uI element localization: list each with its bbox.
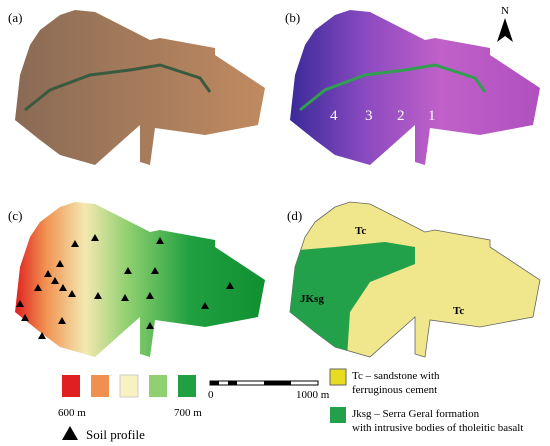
panel-b: (b) 4 3 2 1 N	[285, 5, 540, 165]
panel-c: (c)	[8, 202, 265, 357]
zone-label: 2	[397, 108, 405, 124]
drainage	[299, 63, 487, 112]
zone-label: 3	[365, 108, 373, 124]
unit-label: Tc	[355, 225, 366, 237]
panel-d: Tc JKsg Tc (d)	[287, 201, 541, 358]
zone-label: 1	[428, 108, 436, 124]
scale-bar-segment	[264, 381, 291, 385]
north-arrow	[497, 18, 513, 42]
drainage	[24, 63, 212, 112]
unit-label: Tc	[453, 305, 464, 317]
geology-legend: Tc – sandstone with ferruginous cement J…	[329, 368, 523, 434]
scale-bar-segment	[228, 381, 237, 385]
legend-swatch	[62, 375, 80, 397]
legend-swatch	[330, 407, 346, 423]
legend-swatch	[149, 375, 167, 397]
legend-max: 700 m	[174, 407, 202, 419]
north-label: N	[501, 5, 509, 17]
panel-a: (a)	[8, 10, 265, 165]
soil-profile-symbol	[62, 426, 78, 440]
legend-swatch	[91, 375, 109, 397]
panel-label: (c)	[8, 208, 22, 223]
legend-swatch	[329, 368, 347, 386]
legend-swatch	[119, 374, 139, 398]
panel-label: (d)	[287, 208, 302, 223]
elevation-legend: 600 m 700 m Soil profile	[58, 374, 202, 442]
elevation-map	[15, 202, 265, 357]
panel-label: (a)	[8, 10, 22, 25]
panel-label: (b)	[285, 10, 300, 25]
scale-start: 0	[208, 389, 214, 401]
unit-label: JKsg	[300, 293, 324, 305]
soil-profile-label: Soil profile	[86, 427, 145, 442]
legend-text: Jksg – Serra Geral formation	[352, 408, 480, 420]
legend-text: with intrusive bodies of tholeitic basal…	[352, 422, 523, 434]
legend-swatch	[178, 375, 196, 397]
zone-label: 4	[330, 108, 338, 124]
scale-bar: 0 1000 m	[208, 380, 330, 401]
scale-bar-segment	[210, 381, 219, 385]
legend-text: Tc – sandstone with	[352, 370, 440, 382]
scale-end: 1000 m	[296, 389, 330, 401]
legend-min: 600 m	[58, 407, 86, 419]
legend-text: ferruginous cement	[352, 384, 437, 396]
